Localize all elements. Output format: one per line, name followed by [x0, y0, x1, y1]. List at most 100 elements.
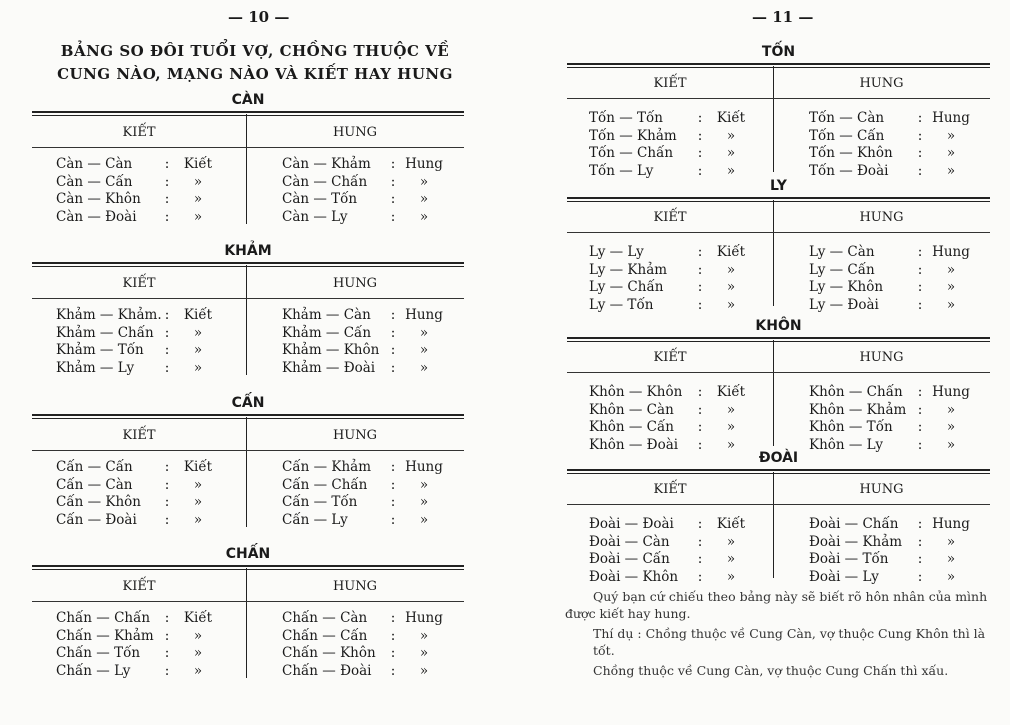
pair-name: Đoài — Càn [589, 533, 670, 550]
column-divider [773, 66, 774, 172]
result: » [726, 162, 736, 179]
kiet-rows: Càn — Càn: Kiết Càn — Cấn:» Càn — Khôn:» Càn… [56, 156, 218, 226]
kiet-column-header: KIẾT [653, 482, 687, 497]
result: » [726, 127, 736, 144]
result: Kiết [716, 516, 746, 532]
result: » [193, 324, 203, 341]
pair-name: Tốn — Khảm [589, 127, 677, 144]
pair-name: Càn — Càn [56, 156, 133, 172]
kiet-rows: Khôn — Khôn: Kiết Khôn — Càn: » Khôn — Cấn: »… [589, 384, 751, 454]
pair-name: Càn — Khảm [282, 156, 371, 172]
pair-name: Càn — Cấn [56, 173, 133, 190]
result: Hung [405, 307, 443, 323]
header-rule [32, 601, 464, 602]
colon: : [390, 324, 396, 341]
table-section: CÀN KIẾT HUNG Càn — Càn: Kiết Càn — Cấn:» Càn … [32, 92, 464, 242]
header-rule [567, 504, 990, 505]
pair-name: Khôn — Khôn [589, 384, 683, 400]
pair-name: Khôn — Khảm [809, 401, 907, 418]
section-heading: KHÔN [755, 318, 802, 334]
colon: : [390, 191, 396, 207]
result: » [419, 191, 429, 207]
colon: : [697, 162, 703, 179]
hung-rows: Đoài — Chấn: Hung Đoài — Khảm:» Đoài — Tốn:… [809, 516, 971, 586]
table-row: Chấn — Khôn: » [282, 645, 444, 663]
colon: : [697, 110, 703, 126]
table-row: Cấn — Cấn: Kiết [56, 459, 218, 477]
pair-name: Tốn — Càn [809, 110, 885, 126]
table-section: ĐOÀI KIẾT HUNG Đoài — Đoài: Kiết Đoài — Càn: »… [567, 450, 990, 600]
colon: : [164, 156, 170, 172]
table-row: Đoài — Cấn: » [589, 551, 751, 569]
table-row: Chấn — Ly: » [56, 663, 218, 681]
result: » [419, 511, 429, 528]
colon: : [164, 459, 170, 475]
result: » [946, 568, 956, 585]
result: » [193, 208, 203, 225]
colon: : [164, 173, 170, 190]
result: Kiết [716, 110, 746, 126]
pair-name: Ly — Đoài [809, 296, 879, 313]
pair-name: Ly — Ly [589, 244, 644, 260]
title-line-1: BẢNG SO ĐÔI TUỔI VỢ, CHỒNG THUỘC VỀ [60, 42, 450, 60]
result: » [193, 662, 203, 679]
table-row: Khảm — Khảm.: Kiết [56, 307, 218, 325]
result: » [726, 401, 736, 418]
table-row: Khảm — Ly: » [56, 360, 218, 378]
column-divider [246, 568, 247, 678]
kiet-column-header: KIẾT [653, 350, 687, 365]
colon: : [164, 307, 170, 323]
table-row: Cấn — Đoài: » [56, 512, 218, 530]
table-row: Chấn — Khảm: » [56, 628, 218, 646]
table-row: Càn — Khôn: » [56, 191, 218, 209]
colon: : [164, 191, 170, 207]
pair-name: Ly — Khôn [809, 279, 884, 295]
result: » [946, 551, 956, 567]
pair-name: Đoài — Khảm [809, 533, 903, 550]
colon: : [917, 419, 923, 435]
kiet-column-header: KIẾT [653, 76, 687, 91]
table-row: Khôn — Ly: » [809, 437, 971, 455]
pair-name: Càn — Ly [282, 208, 348, 225]
page-number-right: — 11 — [752, 8, 814, 26]
pair-name: Càn — Đoài [56, 208, 137, 225]
result: » [193, 173, 203, 190]
hung-rows: Khảm — Càn: Hung Khảm — Cấn: » Khảm — Khôn: »… [282, 307, 444, 377]
kiet-rows: Ly — Ly: Kiết Ly — Khảm:» Ly — Chấn:» Ly — T… [589, 244, 751, 314]
result: Hung [932, 110, 970, 126]
colon: : [917, 279, 923, 295]
table-row: Ly — Càn: Hung [809, 244, 971, 262]
result: » [193, 645, 203, 661]
colon: : [390, 342, 396, 358]
colon: : [917, 127, 923, 144]
table-row: Càn — Càn: Kiết [56, 156, 218, 174]
result: » [946, 296, 956, 313]
column-divider [773, 472, 774, 578]
pair-name: Đoài — Tốn [809, 551, 889, 567]
table-row: Ly — Chấn: » [589, 279, 751, 297]
table-row: Chấn — Cấn: » [282, 628, 444, 646]
result: » [946, 436, 956, 453]
table-row: Càn — Khảm: Hung [282, 156, 444, 174]
pair-name: Ly — Càn [809, 244, 875, 260]
colon: : [697, 551, 703, 567]
kiet-rows: Cấn — Cấn: Kiết Cấn — Càn:» Cấn — Khôn:» Cấn… [56, 459, 218, 529]
table-row: Ly — Khảm: » [589, 262, 751, 280]
colon: : [164, 645, 170, 661]
table-row: Khôn — Càn: » [589, 402, 751, 420]
table-section: KHẢM KIẾT HUNG Khảm — Khảm.: Kiết Khảm — Chấn… [32, 243, 464, 393]
colon: : [164, 511, 170, 528]
colon: : [697, 533, 703, 550]
table-section: LY KIẾT HUNG Ly — Ly: Kiết Ly — Khảm:» Ly — Ch… [567, 178, 990, 328]
kiet-rows: Chấn — Chấn: Kiết Chấn — Khảm:» Chấn — Tốn:… [56, 610, 218, 680]
result: » [419, 627, 429, 644]
table-row: Đoài — Khảm: » [809, 534, 971, 552]
table-row: Càn — Ly: » [282, 209, 444, 227]
table-row: Khảm — Càn: Hung [282, 307, 444, 325]
kiet-rows: Đoài — Đoài: Kiết Đoài — Càn: » Đoài — Cấn: »… [589, 516, 751, 586]
result: Kiết [183, 459, 213, 475]
table-section: KHÔN KIẾT HUNG Khôn — Khôn: Kiết Khôn — Càn: »… [567, 318, 990, 468]
pair-name: Chấn — Tốn [56, 645, 141, 661]
table-section: CẤN KIẾT HUNG Cấn — Cấn: Kiết Cấn — Càn:» Cấn … [32, 395, 464, 545]
